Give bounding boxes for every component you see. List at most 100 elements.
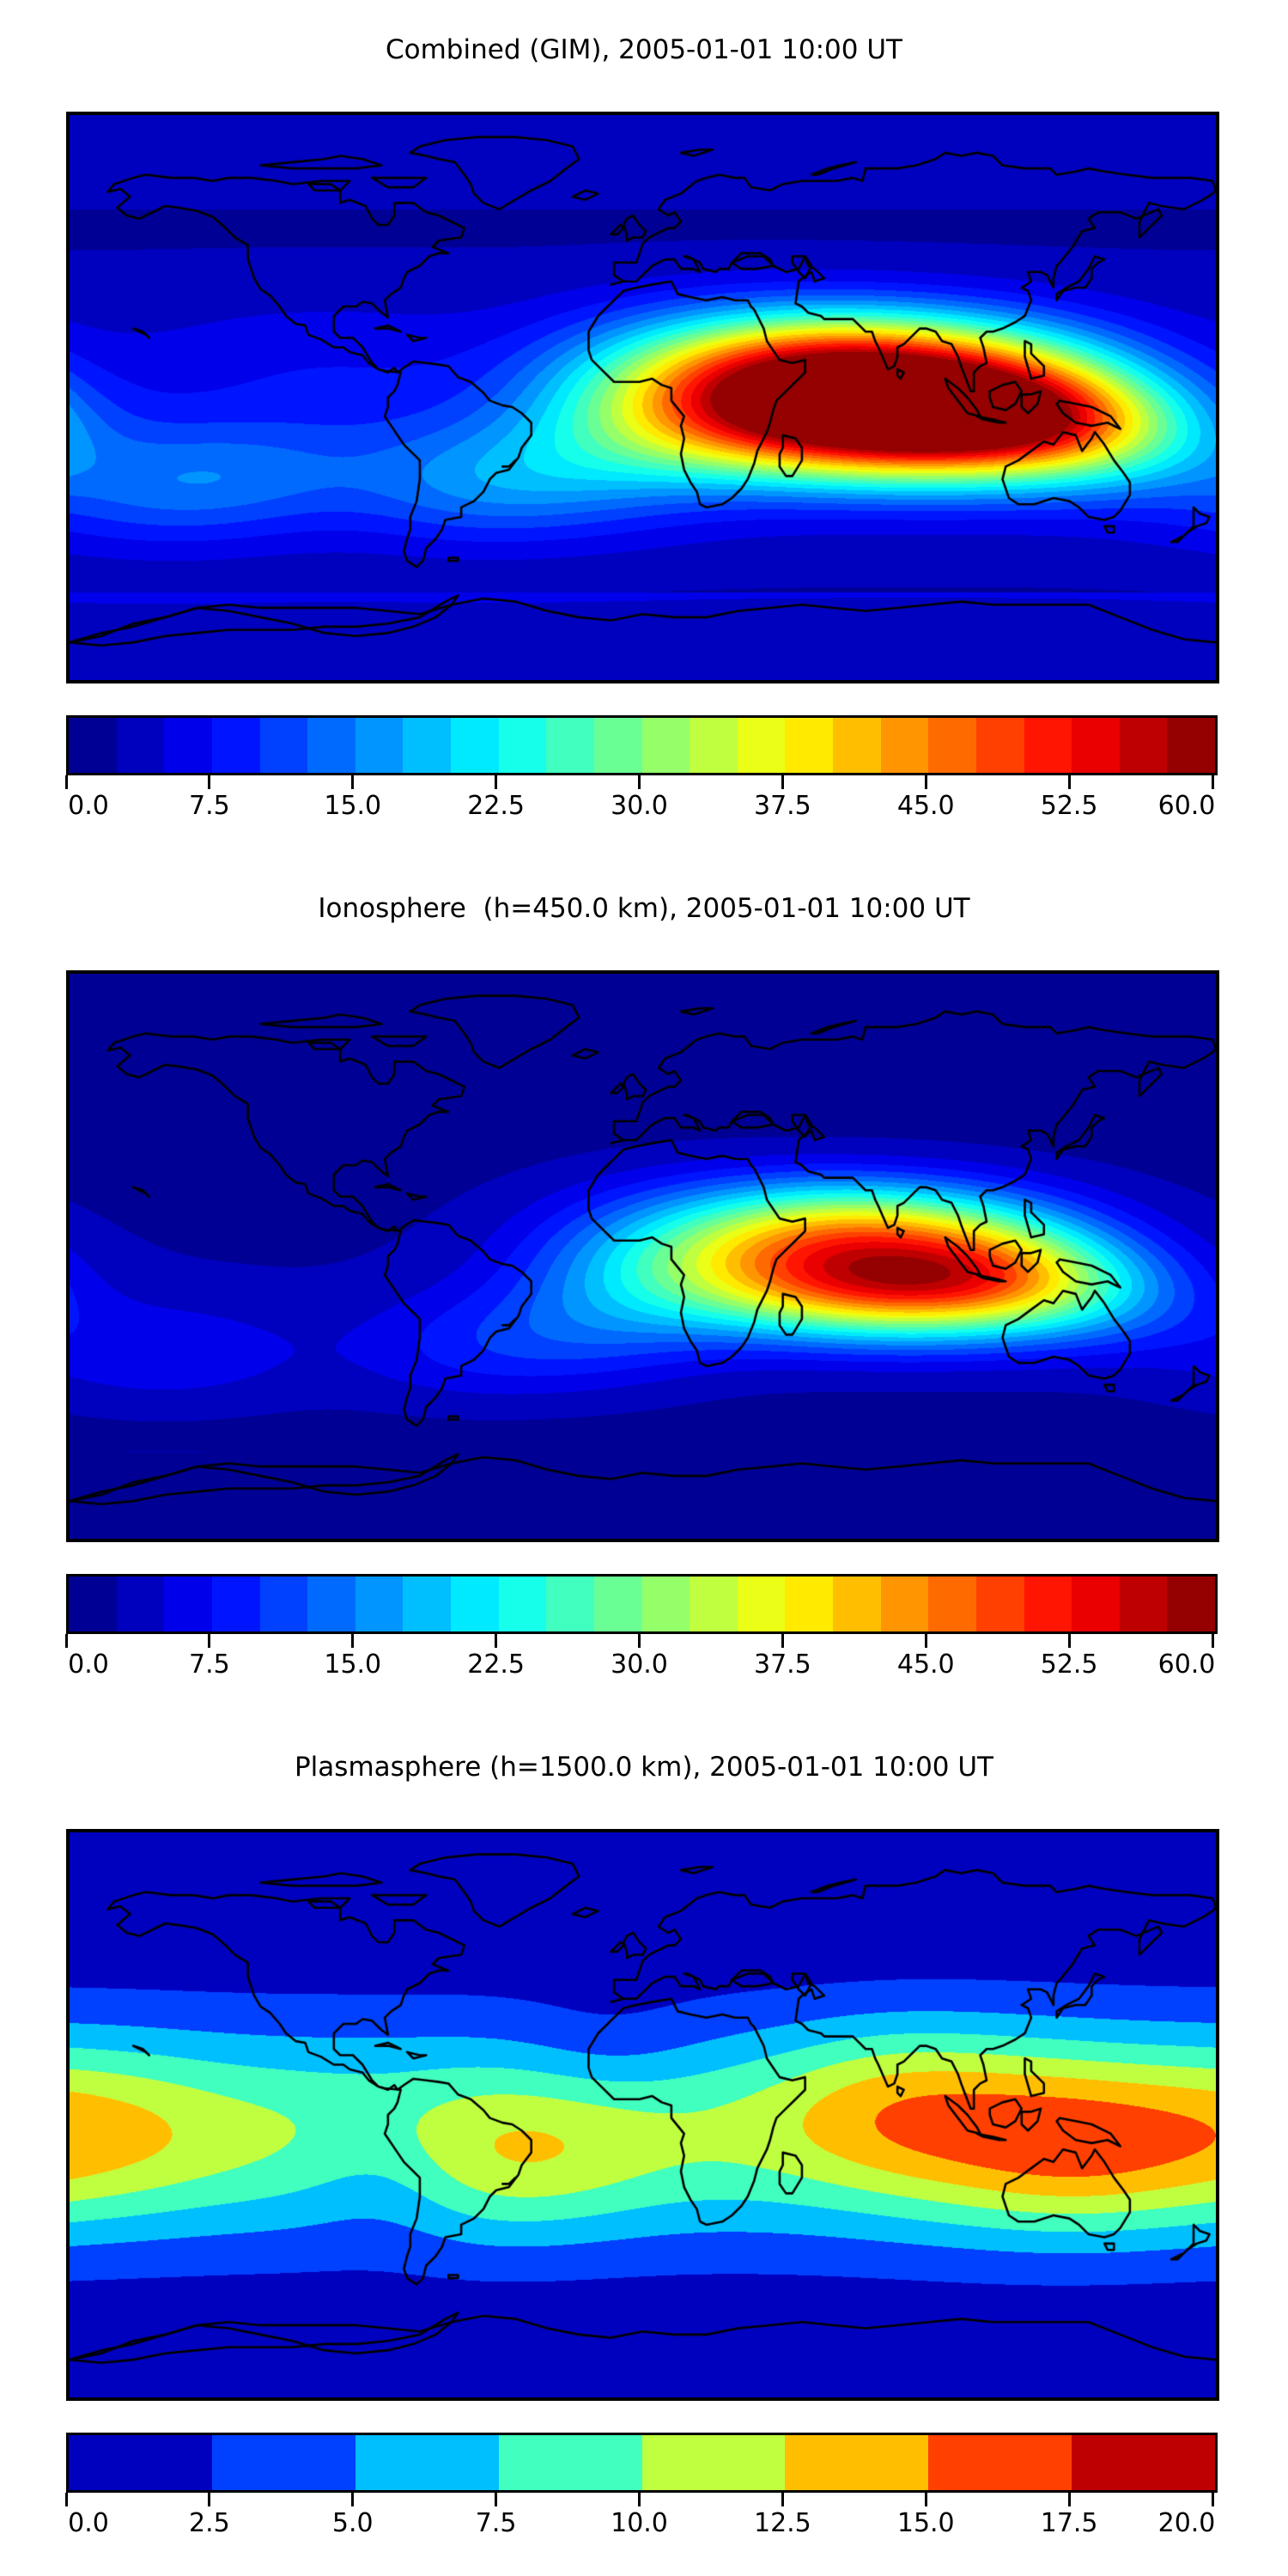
colorbar-tick bbox=[64, 1634, 68, 1648]
colorbar-segment bbox=[69, 1577, 117, 1631]
colorbar-tick-label: 2.5 bbox=[189, 2508, 230, 2538]
colorbar-tick bbox=[924, 1634, 927, 1648]
colorbar-tick-label: 17.5 bbox=[1040, 2508, 1098, 2538]
colorbar-segment bbox=[1167, 1577, 1215, 1631]
colorbar-plasmasphere: 0.0 2.5 5.0 7.5 10.0 12.5 15.0 17.5 20.0 bbox=[64, 2433, 1218, 2544]
map-plasmasphere bbox=[66, 1829, 1219, 2401]
colorbar-tick bbox=[208, 2493, 211, 2506]
colorbar-tick bbox=[1067, 775, 1071, 789]
colorbar-segment bbox=[211, 2435, 355, 2490]
colorbar-segment bbox=[737, 718, 786, 773]
colorbar-tick bbox=[924, 775, 927, 789]
colorbar-tick-label: 60.0 bbox=[1157, 791, 1216, 821]
colorbar-tick-label: 30.0 bbox=[611, 1649, 668, 1680]
colorbar-segment bbox=[785, 1577, 833, 1631]
colorbar-segment bbox=[975, 718, 1024, 773]
colorbar-tick-label: 12.5 bbox=[753, 2508, 811, 2538]
colorbar-tick bbox=[781, 775, 784, 789]
colorbar-segment bbox=[880, 1577, 929, 1631]
colorbar-segment bbox=[593, 1577, 642, 1631]
colorbar-segment bbox=[403, 1577, 451, 1631]
colorbar-segment bbox=[355, 718, 404, 773]
colorbar-segment bbox=[1119, 718, 1168, 773]
colorbar-tick-label: 15.0 bbox=[896, 2508, 955, 2538]
colorbar-tick-label: 15.0 bbox=[324, 1649, 382, 1680]
colorbar-segment bbox=[69, 718, 117, 773]
colorbar-segment bbox=[928, 2435, 1072, 2490]
colorbar-segment bbox=[880, 718, 929, 773]
colorbar-tick-label: 5.0 bbox=[331, 2508, 374, 2538]
colorbar-tick bbox=[1211, 1634, 1214, 1648]
panel-title-combined-gim: Combined (GIM), 2005-01-01 10:00 UT bbox=[386, 34, 902, 65]
colorbar-tick bbox=[638, 1634, 641, 1648]
colorbar-tick bbox=[638, 2493, 641, 2506]
colorbar-labels-ionosphere: 0.0 7.5 15.0 22.5 30.0 37.5 45.0 52.5 60.0 bbox=[64, 1648, 1215, 1686]
colorbar-segment bbox=[355, 1577, 404, 1631]
colorbar-segment bbox=[116, 1577, 165, 1631]
colorbar-tick-label: 52.5 bbox=[1040, 1649, 1098, 1680]
colorbar-tick bbox=[495, 1634, 498, 1648]
colorbar-segment bbox=[833, 718, 881, 773]
colorbar-segment bbox=[928, 718, 976, 773]
colorbar-gradient-combined-gim bbox=[66, 715, 1218, 775]
colorbar-ionosphere: 0.0 7.5 15.0 22.5 30.0 37.5 45.0 52.5 60.0 bbox=[64, 1574, 1218, 1686]
colorbar-segment bbox=[259, 1577, 308, 1631]
colorbar-tick bbox=[64, 775, 68, 789]
colorbar-tick-label: 7.5 bbox=[475, 2508, 517, 2538]
colorbar-tick bbox=[1211, 775, 1214, 789]
map-canvas-combined-gim bbox=[70, 115, 1216, 680]
colorbar-segment bbox=[690, 1577, 738, 1631]
colorbar-segment bbox=[1024, 718, 1072, 773]
colorbar-tick bbox=[351, 775, 355, 789]
colorbar-tick bbox=[924, 2493, 927, 2506]
colorbar-tick-label: 30.0 bbox=[611, 791, 668, 821]
colorbar-tick-label: 22.5 bbox=[467, 791, 526, 821]
colorbar-tick-label: 7.5 bbox=[189, 791, 230, 821]
colorbar-tick-label: 10.0 bbox=[611, 2508, 668, 2538]
colorbar-tick-label: 37.5 bbox=[753, 1649, 811, 1680]
colorbar-segment bbox=[451, 1577, 499, 1631]
colorbar-segment bbox=[403, 718, 451, 773]
colorbar-segment bbox=[785, 718, 833, 773]
colorbar-segment bbox=[1072, 2435, 1215, 2490]
colorbar-tick bbox=[208, 1634, 211, 1648]
colorbar-segment bbox=[451, 718, 499, 773]
colorbar-tick-label: 45.0 bbox=[896, 1649, 955, 1680]
colorbar-segment bbox=[546, 1577, 594, 1631]
colorbar-tick bbox=[351, 2493, 355, 2506]
colorbar-segment bbox=[928, 1577, 976, 1631]
colorbar-tick bbox=[64, 2493, 68, 2506]
colorbar-tick-label: 20.0 bbox=[1157, 2508, 1216, 2538]
colorbar-segment bbox=[164, 1577, 212, 1631]
colorbar-segment bbox=[1167, 718, 1215, 773]
colorbar-tick-label: 15.0 bbox=[324, 791, 382, 821]
colorbar-segment bbox=[498, 2435, 642, 2490]
colorbar-segment bbox=[785, 2435, 929, 2490]
colorbar-tick-label: 7.5 bbox=[189, 1649, 230, 1680]
colorbar-tick bbox=[781, 2493, 784, 2506]
colorbar-segment bbox=[307, 1577, 355, 1631]
colorbar-tick-label: 0.0 bbox=[68, 1649, 109, 1680]
colorbar-segment bbox=[1072, 718, 1120, 773]
colorbar-tick-label: 45.0 bbox=[896, 791, 955, 821]
colorbar-segment bbox=[307, 718, 355, 773]
colorbar-tick bbox=[351, 1634, 355, 1648]
colorbar-segment bbox=[1072, 1577, 1120, 1631]
colorbar-tick bbox=[781, 1634, 784, 1648]
colorbar-tick-label: 60.0 bbox=[1157, 1649, 1216, 1680]
colorbar-tick bbox=[638, 775, 641, 789]
colorbar-tick-label: 0.0 bbox=[68, 2508, 109, 2538]
colorbar-segment bbox=[1024, 1577, 1072, 1631]
colorbar-tick-label: 0.0 bbox=[68, 791, 109, 821]
colorbar-tick bbox=[1067, 1634, 1071, 1648]
colorbar-segment bbox=[593, 718, 642, 773]
colorbar-tick bbox=[208, 775, 211, 789]
colorbar-segment bbox=[211, 1577, 260, 1631]
map-ionosphere bbox=[66, 970, 1219, 1542]
colorbar-gradient-ionosphere bbox=[66, 1574, 1218, 1634]
map-canvas-plasmasphere bbox=[70, 1832, 1216, 2397]
map-combined-gim bbox=[66, 112, 1219, 683]
colorbar-labels-combined-gim: 0.0 7.5 15.0 22.5 30.0 37.5 45.0 52.5 60.0 bbox=[64, 789, 1215, 827]
colorbar-segment bbox=[498, 1577, 547, 1631]
colorbar-ticks-combined-gim bbox=[64, 775, 1215, 789]
